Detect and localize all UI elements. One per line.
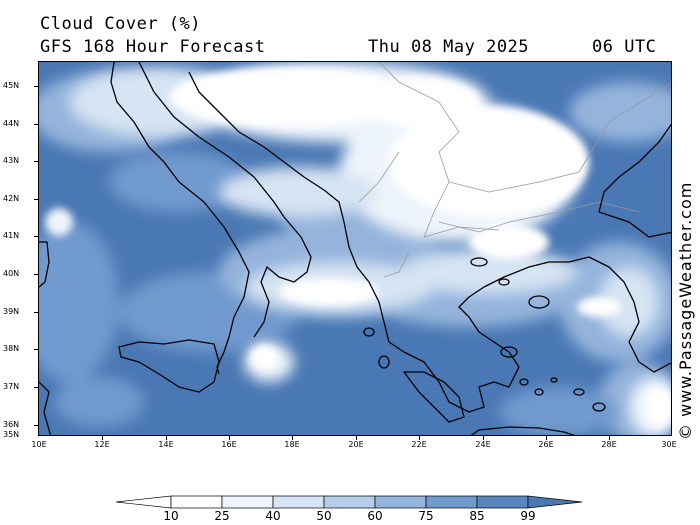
lon-label-20e: 20E [348, 440, 364, 449]
coastlines [39, 62, 671, 435]
map-svg [39, 62, 671, 435]
forecast-date: Thu 08 May 2025 [368, 37, 530, 57]
lon-tick [609, 436, 610, 440]
colorbar-bin [425, 495, 478, 509]
island-dodecanese-1 [573, 388, 585, 396]
lat-label-42n: 42N [3, 194, 20, 203]
lat-label-41n: 41N [3, 231, 20, 240]
lat-tick [34, 124, 38, 125]
chart-title: Cloud Cover (%) [40, 14, 202, 34]
italy-west-coastline [110, 62, 250, 375]
colorbar-bin [374, 495, 427, 509]
lon-tick [356, 436, 357, 440]
colorbar-label: 40 [265, 509, 281, 523]
island-corfu [363, 327, 375, 337]
lon-label-24e: 24E [475, 440, 491, 449]
italy-east-coastline [138, 62, 312, 338]
island-kefalonia [378, 355, 390, 369]
colorbar-label: 10 [163, 509, 179, 523]
colorbar-label: 50 [316, 509, 332, 523]
lat-label-38n: 38N [3, 344, 20, 353]
lat-label-40n: 40N [3, 269, 20, 278]
marmara-coastline [598, 211, 671, 238]
colorbar-bin [170, 495, 223, 509]
island-rhodes [592, 402, 606, 412]
country-borders [358, 62, 671, 278]
lon-label-22e: 22E [411, 440, 427, 449]
peloponnese-coastline [403, 371, 465, 423]
colorbar-bin [323, 495, 376, 509]
island-thasos [470, 257, 488, 267]
lon-tick [229, 436, 230, 440]
lat-label-39n: 39N [3, 307, 20, 316]
crete-coastline [470, 426, 576, 435]
colorbar [116, 495, 583, 509]
colorbar-label: 99 [520, 509, 536, 523]
lat-tick [34, 349, 38, 350]
colorbar-arrow-left [116, 495, 172, 509]
island-lemnos [498, 278, 510, 286]
island-cyclades-2 [534, 388, 544, 396]
island-lesbos [528, 295, 550, 309]
lat-label-35n: 35N [3, 430, 20, 439]
lon-tick [102, 436, 103, 440]
lat-tick [34, 312, 38, 313]
lat-label-43n: 43N [3, 156, 20, 165]
lat-tick [34, 86, 38, 87]
sicily-coastline [118, 339, 220, 393]
turkey-coastline [588, 256, 671, 373]
lat-tick [34, 161, 38, 162]
lat-label-45n: 45N [3, 81, 20, 90]
island-euboea [500, 346, 518, 358]
lat-tick [34, 236, 38, 237]
colorbar-label: 60 [367, 509, 383, 523]
adriatic-east-coastline [188, 71, 385, 323]
lat-label-36n: 36N [3, 420, 20, 429]
watermark-text: © www.PassageWeather.com [676, 181, 695, 440]
island-cyclades-1 [519, 378, 529, 386]
lon-label-28e: 28E [601, 440, 617, 449]
lat-tick [34, 387, 38, 388]
forecast-time: 06 UTC [592, 37, 657, 57]
cloud-layer-clear [45, 67, 671, 427]
colorbar-bin [221, 495, 274, 509]
lat-tick [34, 199, 38, 200]
lon-label-26e: 26E [538, 440, 554, 449]
sardinia-coastline [39, 241, 50, 288]
cloud-cover-map [38, 61, 672, 436]
africa-coastline [39, 381, 52, 435]
forecast-subtitle: GFS 168 Hour Forecast [40, 37, 266, 57]
lon-tick [419, 436, 420, 440]
lon-tick [483, 436, 484, 440]
lon-label-30e: 30E [661, 440, 677, 449]
lon-label-14e: 14E [158, 440, 174, 449]
lon-tick [292, 436, 293, 440]
lon-label-10e: 10E [31, 440, 47, 449]
colorbar-label: 75 [418, 509, 434, 523]
lon-label-18e: 18E [284, 440, 300, 449]
lon-label-12e: 12E [94, 440, 110, 449]
lon-tick [546, 436, 547, 440]
colorbar-bin [272, 495, 325, 509]
lat-label-37n: 37N [3, 382, 20, 391]
lat-label-44n: 44N [3, 119, 20, 128]
black-sea-coastline [598, 123, 671, 213]
lon-tick [166, 436, 167, 440]
island-cyclades-3 [550, 377, 558, 383]
lon-label-16e: 16E [221, 440, 237, 449]
colorbar-label: 85 [469, 509, 485, 523]
lat-tick [34, 425, 38, 426]
colorbar-arrow-right [527, 495, 583, 509]
lat-tick [34, 274, 38, 275]
colorbar-bin [476, 495, 529, 509]
colorbar-label: 25 [214, 509, 230, 523]
